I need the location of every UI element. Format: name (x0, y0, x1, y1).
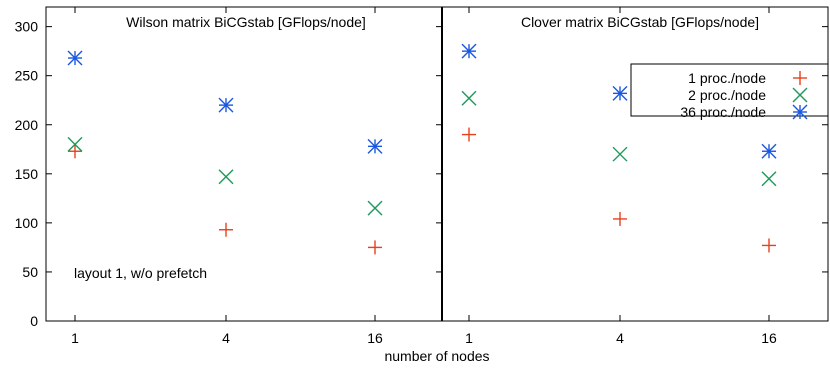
data-point-plus (462, 127, 476, 142)
data-point-plus (613, 211, 627, 226)
y-tick-label: 100 (15, 215, 39, 231)
axis-ticks: 0 50 100 150 200 250 300 1 4 16 1 4 16 (15, 7, 828, 346)
data-point-star (367, 138, 383, 154)
data-point-plus (219, 222, 233, 237)
x-tick-label: 1 (71, 330, 79, 346)
data-point-cross (612, 146, 628, 162)
data-point-star (67, 50, 83, 66)
x-tick-label: 1 (465, 330, 473, 346)
legend-marker-plus (793, 71, 807, 85)
data-point-cross (761, 171, 777, 187)
data-point-cross (67, 136, 83, 152)
legend-entry-label: 2 proc./node (688, 87, 766, 103)
x-tick-label: 16 (761, 330, 777, 346)
left-panel-title: Wilson matrix BiCGstab [GFlops/node] (126, 14, 366, 30)
x-tick-label: 16 (367, 330, 383, 346)
data-point-star (218, 97, 234, 113)
x-tick-label: 4 (616, 330, 624, 346)
data-point-cross (367, 200, 383, 216)
legend-entry-label: 1 proc./node (688, 70, 766, 86)
y-tick-label: 250 (15, 68, 39, 84)
data-point-star (761, 143, 777, 159)
y-tick-label: 300 (15, 19, 39, 35)
data-point-cross (218, 169, 234, 185)
x-tick-label: 4 (222, 330, 230, 346)
data-point-cross (461, 90, 477, 106)
data-point-plus (762, 238, 776, 253)
y-tick-label: 150 (15, 166, 39, 182)
data-point-plus (68, 144, 82, 159)
left-panel-annotation: layout 1, w/o prefetch (74, 265, 207, 281)
y-tick-label: 50 (22, 264, 38, 280)
legend-entry-label: 36 proc./node (680, 104, 766, 120)
legend-marker-cross (792, 87, 808, 103)
chart-marks (67, 43, 777, 255)
legend-marker-star (792, 104, 808, 120)
data-point-star (612, 85, 628, 101)
right-panel-frame (441, 6, 829, 322)
y-tick-label: 0 (30, 313, 38, 329)
data-point-plus (368, 240, 382, 255)
x-axis-label: number of nodes (384, 348, 489, 364)
right-panel-title: Clover matrix BiCGstab [GFlops/node] (521, 14, 759, 30)
data-point-star (461, 43, 477, 59)
y-tick-label: 200 (15, 117, 39, 133)
